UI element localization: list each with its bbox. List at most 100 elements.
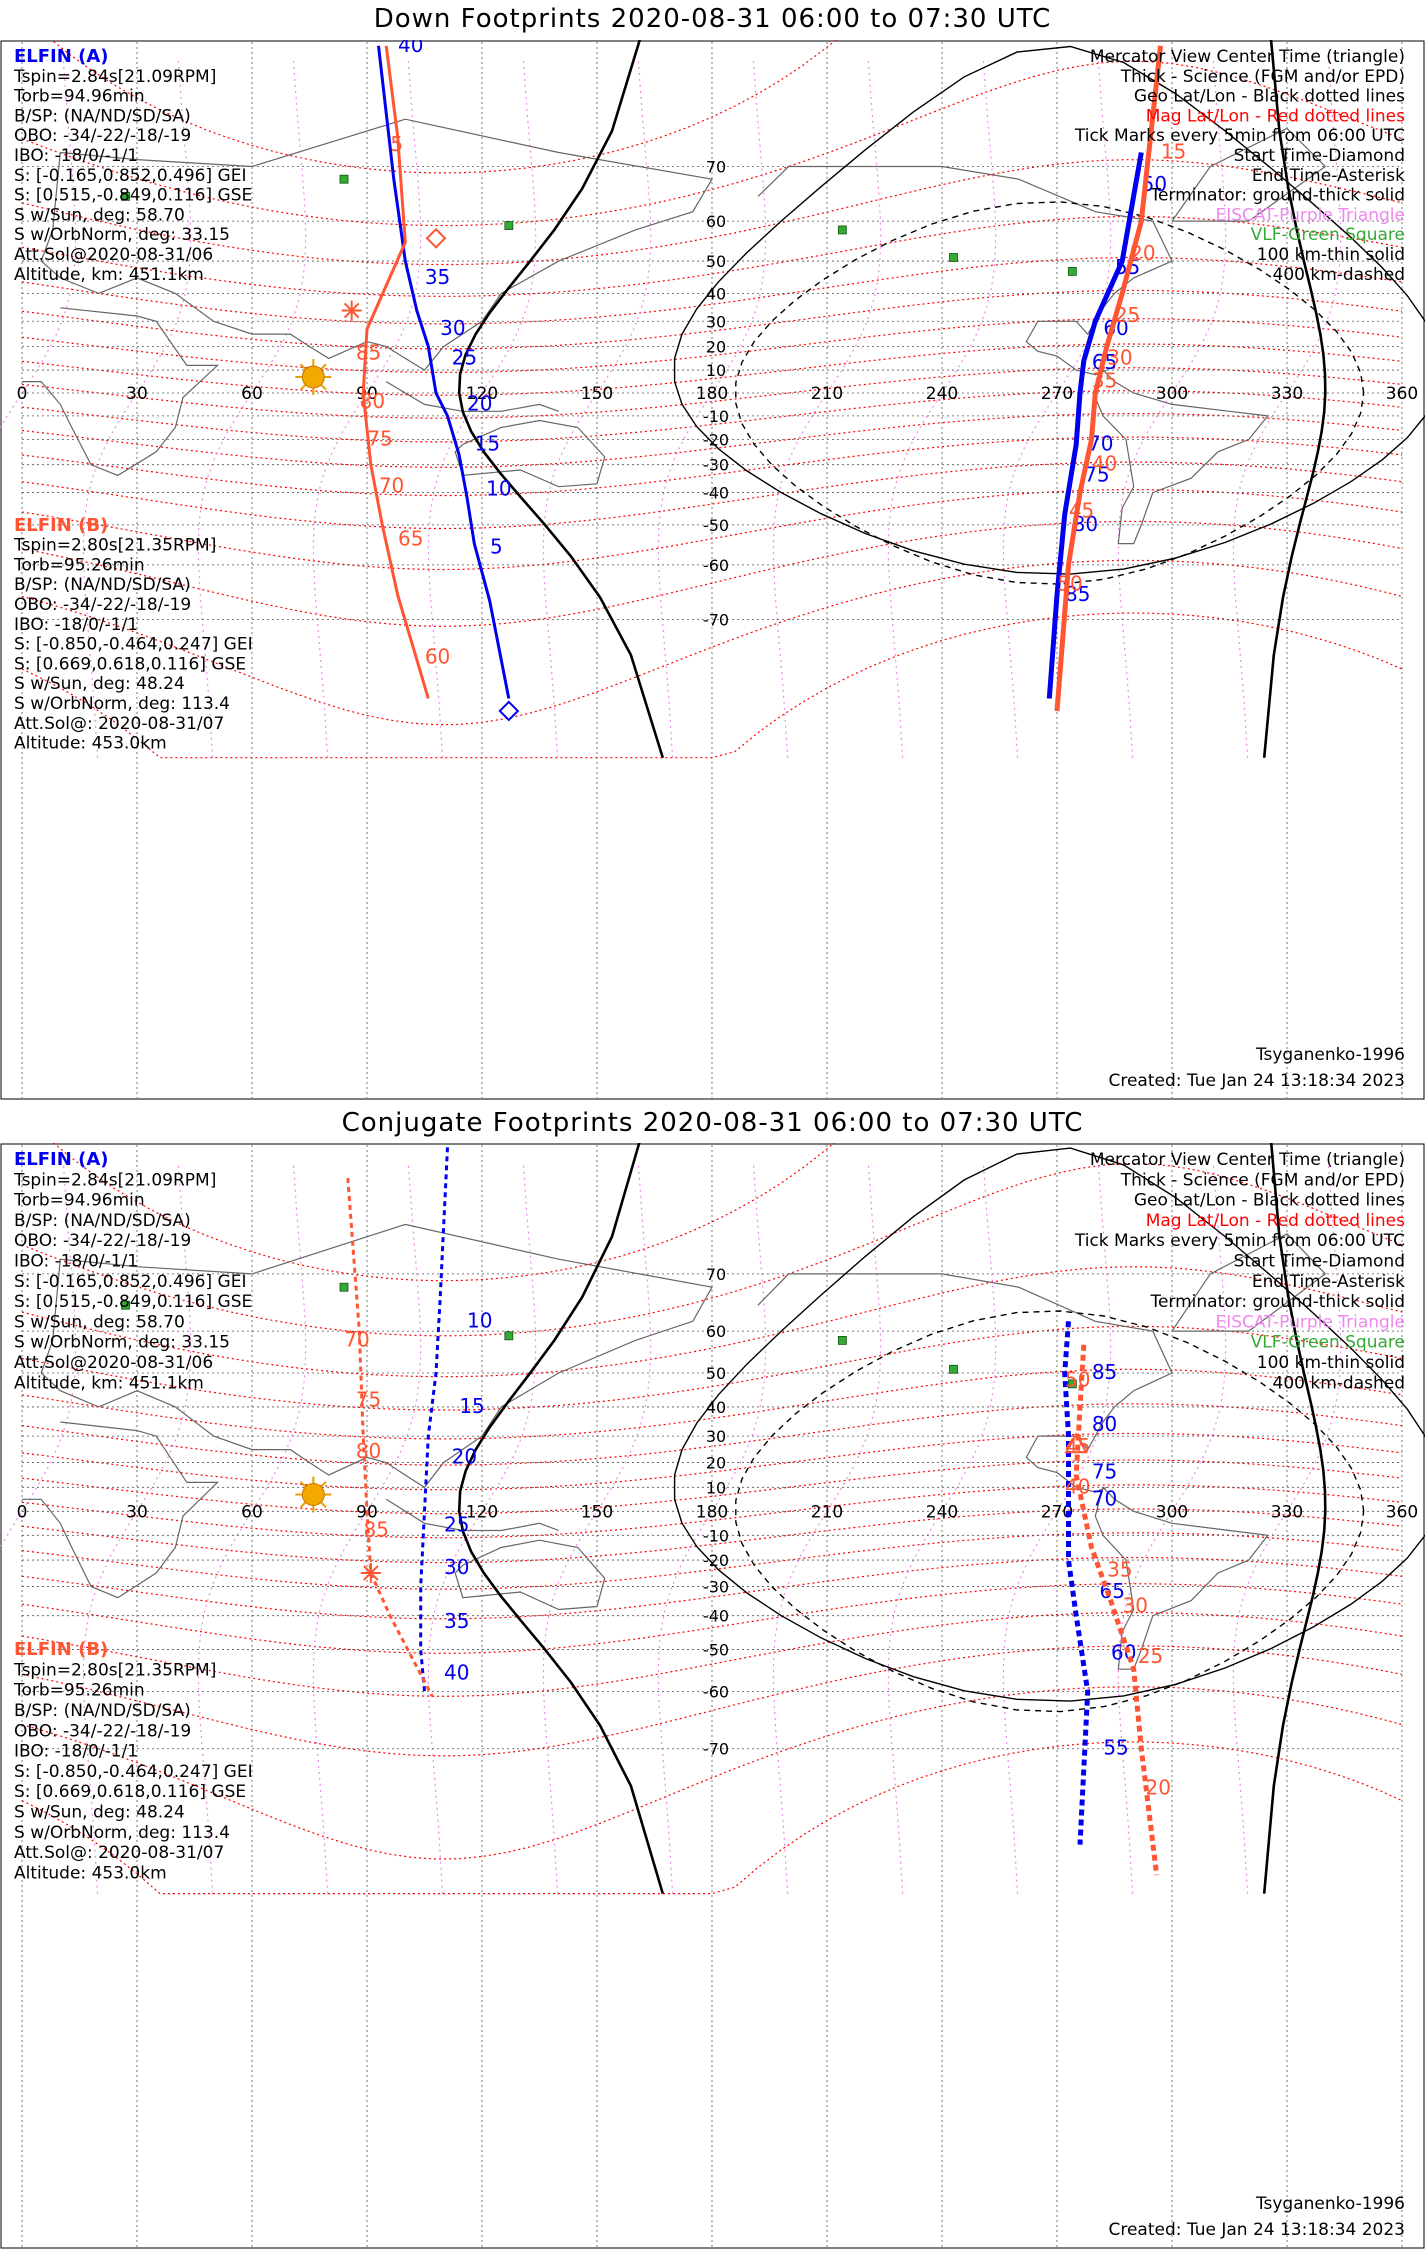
mag-lat-line	[21, 1459, 1403, 1515]
mag-lon-line	[82, 1163, 192, 1894]
lon-tick-label: 150	[581, 384, 613, 404]
lat-tick-label: -30	[703, 456, 729, 475]
created-timestamp: Created: Tue Jan 24 13:18:34 2023	[1108, 1071, 1405, 1091]
mag-lon-line	[197, 1163, 307, 1894]
coastline	[40, 118, 713, 371]
vlf-station-marker	[121, 191, 130, 201]
footprint-track	[419, 1147, 449, 1692]
lon-tick-label: 120	[466, 1502, 498, 1522]
terminator-ground-line	[457, 1143, 665, 1894]
mag-lon-line	[0, 1163, 77, 1550]
tick-mark-label: 20	[1146, 1776, 1171, 1800]
lon-tick-label: 330	[1271, 384, 1303, 404]
lat-tick-label: -70	[703, 1740, 729, 1759]
lon-tick-label: 240	[926, 1502, 958, 1522]
lon-tick-label: 210	[811, 384, 843, 404]
mag-lon-line	[772, 61, 882, 758]
mag-lon-line	[197, 61, 307, 758]
lon-tick-label: 210	[811, 1502, 843, 1522]
mag-lat-line	[21, 1686, 1403, 1860]
lon-tick-label: 30	[126, 384, 148, 404]
tick-mark-label: 35	[425, 265, 450, 289]
tick-mark-label: 85	[364, 1517, 389, 1541]
down-footprints-map: 0 30 60 90 120 150 180 210 240 270 300 330 360 70 60 50…	[0, 40, 1425, 1100]
tick-mark-label: 85	[356, 341, 381, 365]
elfin-b-info-line: Att.Sol@: 2020-08-31/07	[14, 714, 224, 734]
tick-mark-label: 5	[390, 132, 403, 156]
tick-mark-label: 75	[356, 1388, 381, 1412]
mag-lon-line	[1232, 61, 1342, 758]
tick-mark-label: 30	[1123, 1594, 1148, 1618]
elfin-b-info-line: B/SP: (NA/ND/SD/SA)	[14, 1701, 191, 1721]
elfin-b-info-line: S: [-0.850,-0.464,0.247] GEI	[14, 1762, 253, 1782]
vlf-station-marker	[339, 174, 349, 184]
center-triangle-marker	[1064, 1432, 1088, 1454]
coastline	[385, 1498, 559, 1532]
lat-tick-label: -70	[703, 610, 729, 629]
lat-tick-label: 40	[706, 1398, 726, 1417]
mag-lon-line	[427, 1163, 537, 1894]
tick-mark-label: 30	[440, 316, 465, 340]
legend-entry: 100 km-thin solid	[1257, 1353, 1405, 1373]
panel-title-conjugate: Conjugate Footprints 2020-08-31 06:00 to…	[341, 1108, 1084, 1138]
elfin-b-info-line: Torb=95.26min	[13, 1681, 145, 1701]
lon-tick-label: 270	[1041, 384, 1073, 404]
legend-entry: Mercator View Center Time (triangle)	[1090, 47, 1405, 67]
elfin-b-info-line: S: [-0.850,-0.464,0.247] GEI	[14, 635, 253, 655]
tick-mark-label: 30	[1107, 345, 1132, 369]
lat-tick-label: -10	[703, 1526, 729, 1545]
vlf-station-marker	[837, 225, 847, 235]
elfin-a-header: ELFIN (A)	[14, 1149, 108, 1170]
tick-mark-label: 70	[379, 474, 404, 498]
lon-tick-label: 180	[696, 384, 728, 404]
tick-mark-label: 10	[467, 1308, 492, 1332]
lat-tick-label: -60	[703, 1682, 729, 1701]
legend-entry: Mag Lat/Lon - Red dotted lines	[1146, 106, 1405, 126]
elfin-b-info-line: S w/OrbNorm, deg: 113.4	[14, 1823, 230, 1843]
elfin-b-info-line: IBO: -18/0/-1/1	[14, 615, 138, 635]
vlf-station-marker	[837, 1336, 847, 1345]
mag-lon-line	[1002, 61, 1112, 758]
tick-mark-label: 5	[490, 535, 503, 559]
vlf-station-marker	[1067, 266, 1077, 276]
lon-tick-label: 0	[17, 384, 28, 404]
lat-tick-label: 10	[706, 361, 726, 380]
tick-mark-label: 35	[1107, 1557, 1132, 1581]
map-frame	[0, 40, 1425, 1100]
mag-lon-line	[657, 61, 767, 758]
lon-tick-label: 30	[126, 1502, 148, 1522]
terminator-400km-line	[735, 201, 1365, 585]
footprint-track	[1062, 1321, 1091, 1845]
tick-mark-label: 40	[1092, 452, 1117, 476]
terminator-100km-line	[673, 45, 1425, 575]
elfin-b-info-line: S w/OrbNorm, deg: 113.4	[14, 694, 230, 714]
coastline	[385, 381, 559, 412]
elfin-b-info-line: OBO: -34/-22/-18/-19	[14, 595, 191, 615]
mag-lat-line	[21, 1556, 1403, 1620]
lon-tick-label: 180	[696, 1502, 728, 1522]
legend-entry: Mag Lat/Lon - Red dotted lines	[1146, 1211, 1405, 1231]
tick-mark-label: 20	[1130, 241, 1155, 265]
tick-mark-label: 35	[444, 1609, 469, 1633]
lon-tick-label: 330	[1271, 1502, 1303, 1522]
elfin-a-info-line: Att.Sol@2020-08-31/06	[14, 245, 213, 265]
tick-mark-label: 40	[398, 40, 423, 57]
lat-tick-label: -20	[703, 1551, 729, 1570]
elfin-a-info-line: B/SP: (NA/ND/SD/SA)	[14, 106, 191, 126]
elfin-a-info-line: Altitude, km: 451.1km	[14, 265, 204, 285]
elfin-a-info-line: S: [0.515,-0.849,0.116] GSE	[14, 186, 252, 206]
tick-mark-label: 25	[444, 1513, 469, 1537]
legend-entry: Tick Marks every 5min from 06:00 UTC	[1074, 126, 1405, 146]
elfin-a-info-line: Att.Sol@2020-08-31/06	[14, 1353, 213, 1373]
tick-mark-label: 55	[1103, 1736, 1128, 1760]
elfin-b-info-line: S: [0.669,0.618,0.116] GSE	[14, 654, 246, 674]
coastline	[1094, 1486, 1269, 1670]
sun-icon	[301, 1483, 325, 1507]
lon-tick-label: 360	[1386, 1502, 1418, 1522]
mag-lat-line	[21, 289, 1403, 350]
mag-lon-line	[0, 61, 77, 430]
mag-lat-line	[21, 1532, 1403, 1590]
legend-entry: Thick - Science (FGM and/or EPD)	[1120, 1170, 1405, 1190]
lat-tick-label: 10	[706, 1478, 726, 1497]
mag-lat-line	[21, 1508, 1403, 1564]
